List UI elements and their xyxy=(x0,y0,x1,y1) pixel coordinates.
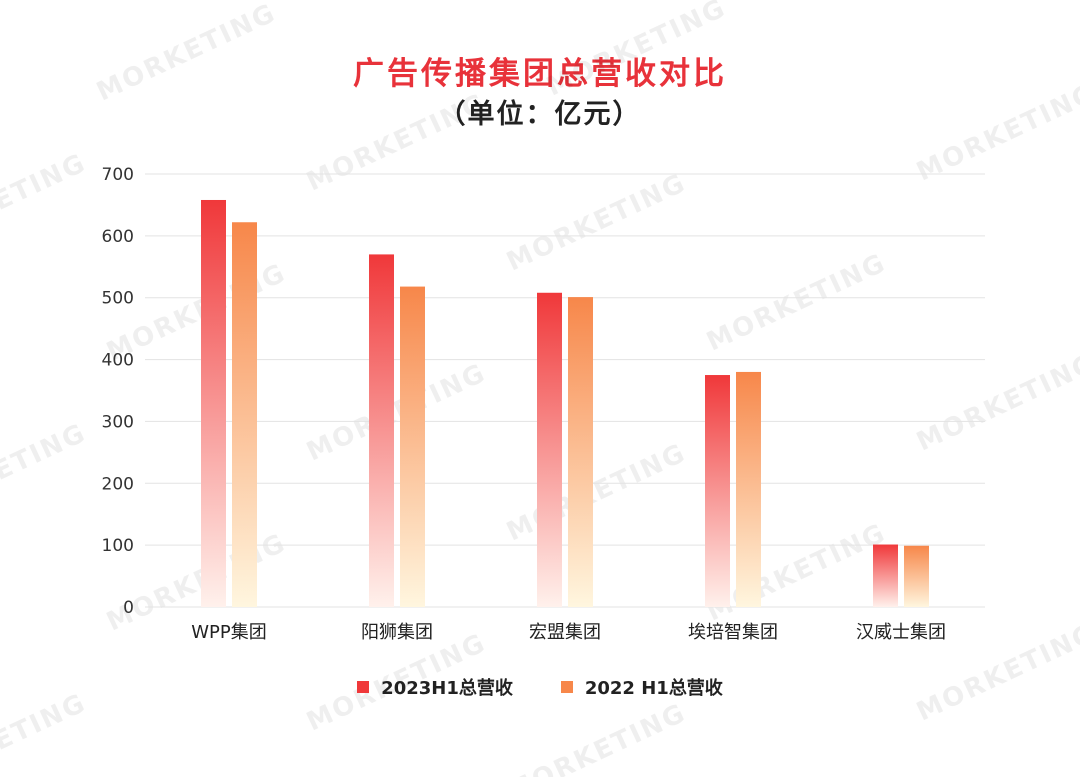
watermark-8: MORKETING xyxy=(302,358,491,467)
bars xyxy=(201,199,929,608)
legend-swatch-2023 xyxy=(357,681,370,693)
x-category-label-0: WPP集团 xyxy=(191,622,267,643)
watermark-7: MORKETING xyxy=(702,248,891,357)
y-tick-label-700: 700 xyxy=(102,165,134,185)
x-category-label-4: 汉威士集团 xyxy=(856,622,946,643)
legend-label-2022: 2022 H1总营收 xyxy=(584,678,723,699)
y-tick-label-600: 600 xyxy=(102,227,134,247)
chart-subtitle: （单位：亿元） xyxy=(438,99,642,130)
y-tick-label-400: 400 xyxy=(102,351,134,371)
watermark-1: MORKETING xyxy=(542,0,731,102)
y-tick-label-500: 500 xyxy=(102,289,134,309)
y-tick-label-200: 200 xyxy=(102,474,134,494)
watermark-17: MORKETING xyxy=(0,688,91,777)
legend-item-2022: 2022 H1总营收 xyxy=(560,674,723,700)
watermark-4: MORKETING xyxy=(502,168,691,277)
y-axis-ticks: 0 100 200 300 400 500 600 700 xyxy=(102,165,134,618)
x-category-label-1: 阳狮集团 xyxy=(361,622,433,643)
bar-series1-2 xyxy=(568,297,593,607)
bar-series0-3 xyxy=(705,375,730,607)
watermark-0: MORKETING xyxy=(92,0,281,107)
legend-label-2023: 2023H1总营收 xyxy=(381,678,513,699)
grid-lines xyxy=(145,173,985,608)
watermark-11: MORKETING xyxy=(0,418,91,527)
y-tick-label-100: 100 xyxy=(102,536,134,556)
chart-title: 广告传播集团总营收对比 xyxy=(353,56,727,92)
watermark-3: MORKETING xyxy=(912,78,1080,187)
watermark-9: MORKETING xyxy=(912,348,1080,457)
x-category-label-2: 宏盟集团 xyxy=(529,622,601,643)
bar-series1-4 xyxy=(904,545,929,607)
bar-series0-1 xyxy=(369,254,394,607)
bar-series0-2 xyxy=(537,292,562,607)
x-category-label-3: 埃培智集团 xyxy=(688,622,778,643)
x-axis-labels: WPP集团 阳狮集团 宏盟集团 埃培智集团 汉威士集团 xyxy=(191,622,946,643)
legend: 2023H1总营收 2022 H1总营收 xyxy=(0,674,1080,700)
legend-swatch-2022 xyxy=(560,681,573,693)
watermark-5: MORKETING xyxy=(0,148,91,257)
watermark-10: MORKETING xyxy=(502,438,691,547)
watermark-2: MORKETING xyxy=(302,88,491,197)
watermark-16: MORKETING xyxy=(502,698,691,777)
bar-series1-0 xyxy=(232,222,257,607)
legend-item-2023: 2023H1总营收 xyxy=(357,674,513,700)
bar-series1-1 xyxy=(400,286,425,607)
y-tick-label-300: 300 xyxy=(102,412,134,432)
bar-series0-0 xyxy=(201,199,226,608)
watermark-13: MORKETING xyxy=(702,518,891,627)
y-tick-label-0: 0 xyxy=(123,598,134,618)
bar-series1-3 xyxy=(736,371,761,607)
bar-series0-4 xyxy=(873,544,898,607)
